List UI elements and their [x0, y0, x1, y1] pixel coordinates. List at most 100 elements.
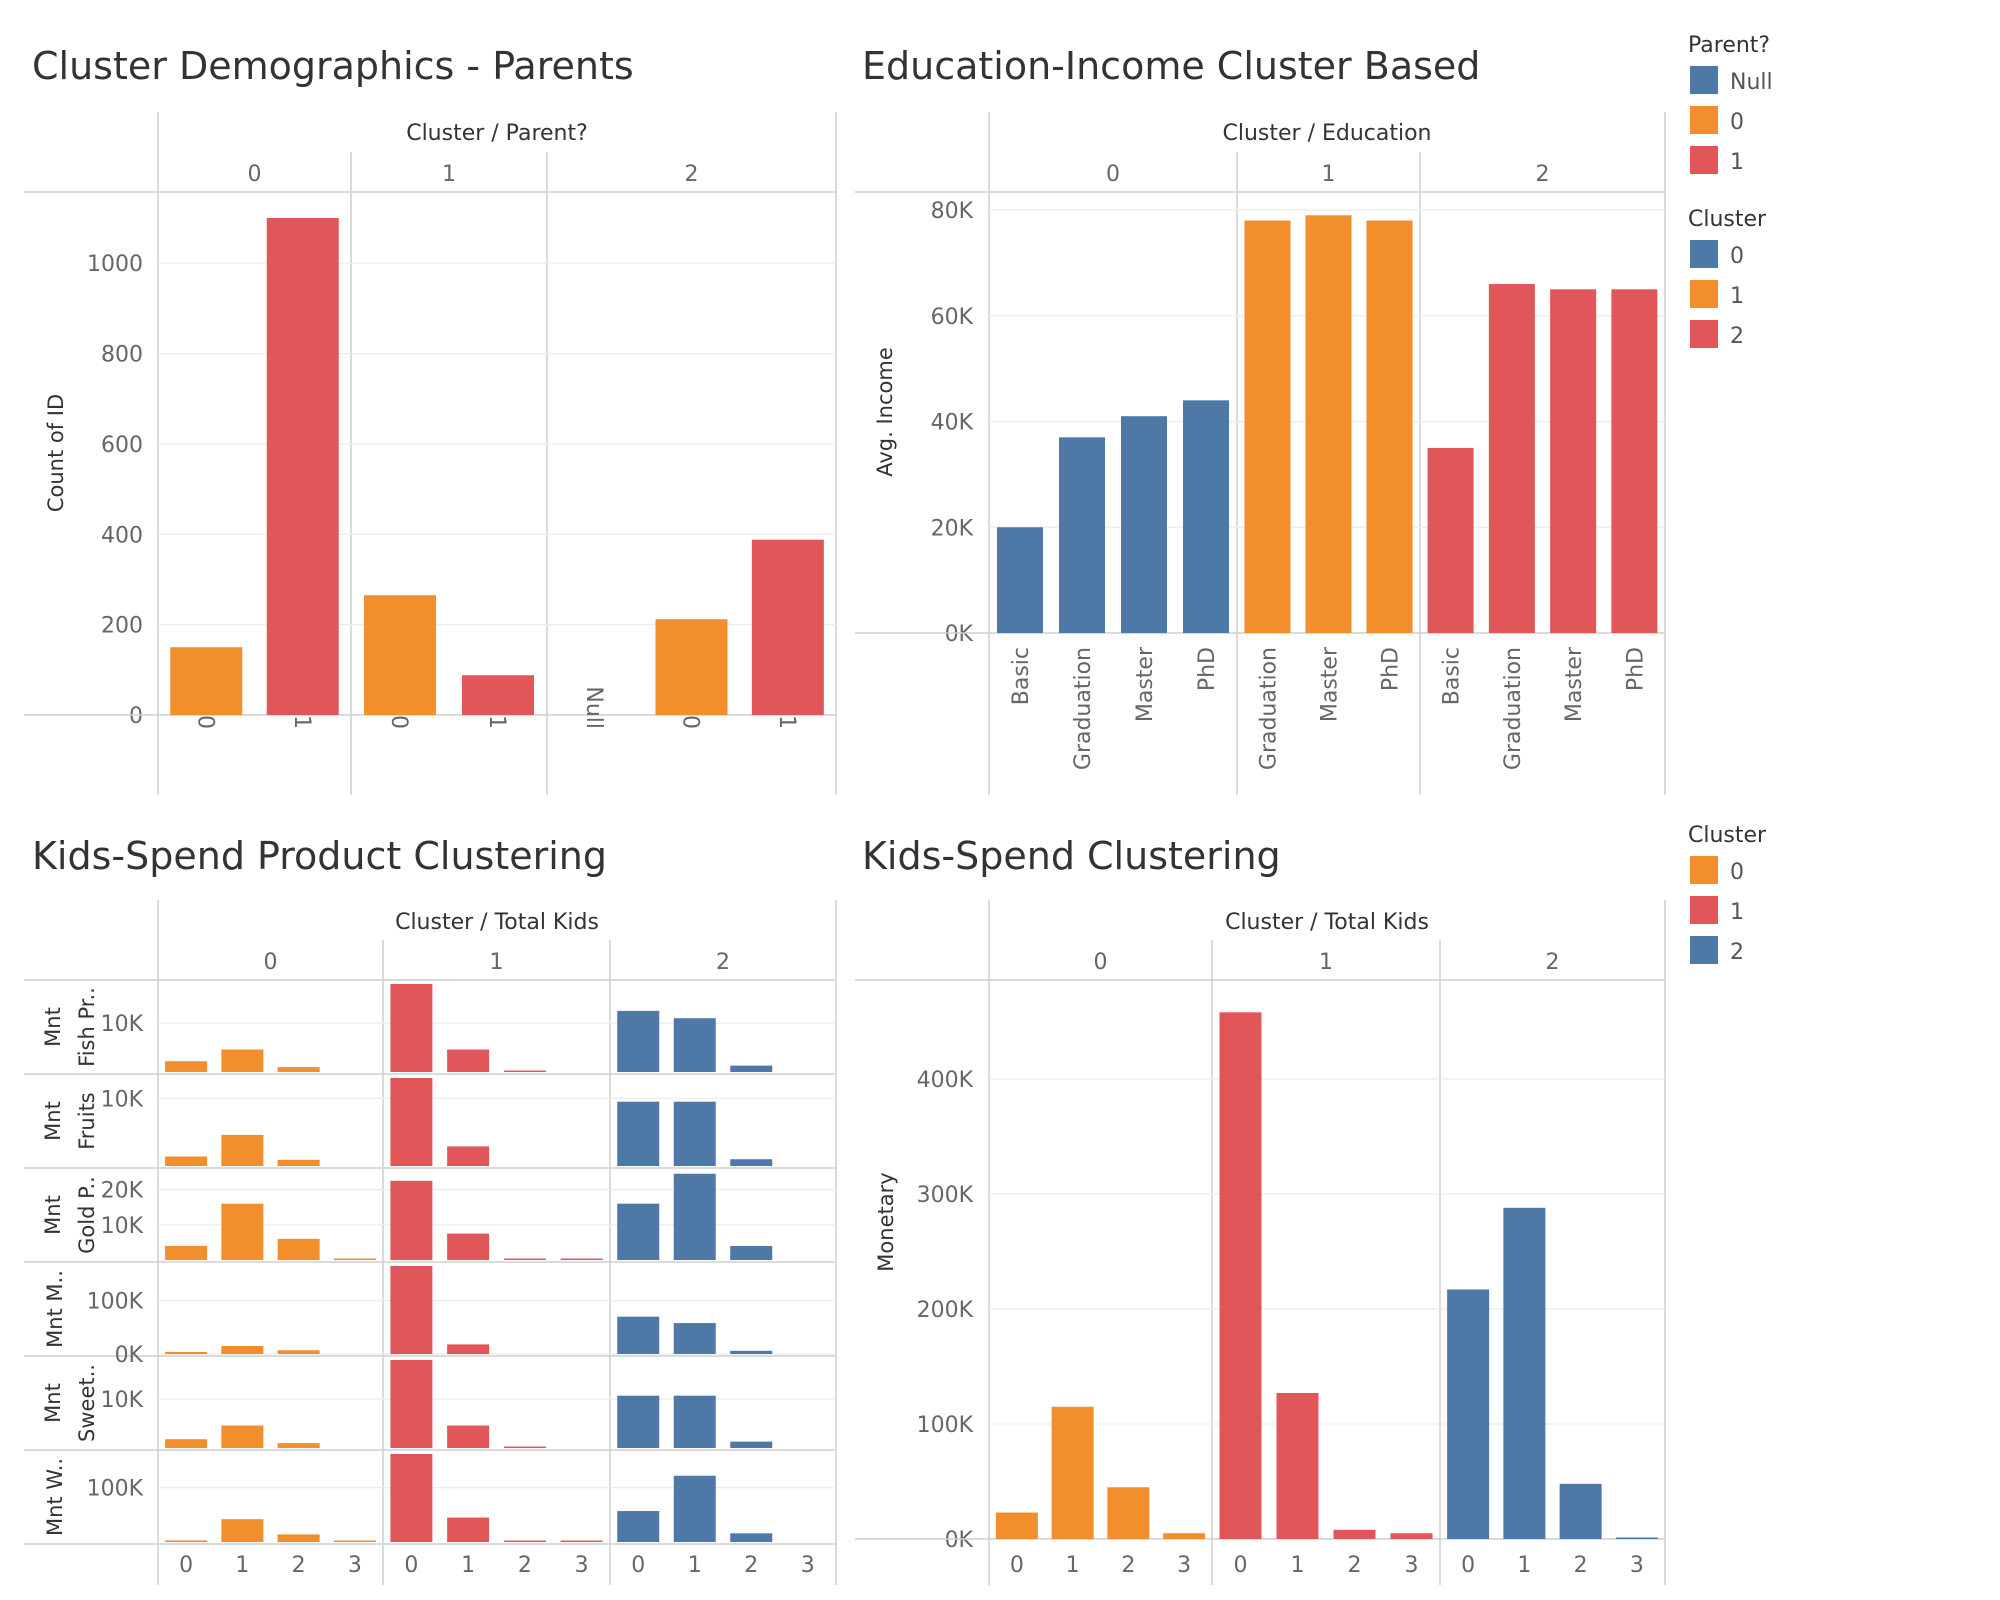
bar[interactable] [165, 1351, 208, 1354]
bar[interactable] [1059, 437, 1105, 633]
bar[interactable] [390, 1360, 433, 1448]
bar[interactable] [1366, 220, 1413, 633]
bar[interactable] [1615, 1537, 1658, 1540]
bar[interactable] [462, 675, 534, 715]
bar[interactable] [1503, 1207, 1546, 1539]
bar[interactable] [1550, 289, 1597, 633]
bar[interactable] [1244, 220, 1291, 633]
bar[interactable] [1183, 400, 1229, 633]
bar[interactable] [673, 1173, 716, 1260]
bar[interactable] [1611, 289, 1658, 633]
bar[interactable] [730, 1159, 773, 1166]
bar[interactable] [503, 1258, 546, 1261]
bar[interactable] [673, 1018, 716, 1072]
legend-swatch[interactable] [1690, 66, 1718, 94]
legend-swatch[interactable] [1690, 896, 1718, 924]
bar[interactable] [165, 1061, 208, 1072]
bar[interactable] [447, 1425, 490, 1448]
bar[interactable] [673, 1323, 716, 1354]
bar[interactable] [673, 1395, 716, 1448]
bar[interactable] [1333, 1529, 1376, 1539]
bar[interactable] [655, 619, 728, 715]
bar[interactable] [995, 1512, 1038, 1539]
x-tick-label: 3 [575, 1553, 589, 1578]
bar[interactable] [277, 1350, 320, 1354]
bar[interactable] [617, 1316, 660, 1354]
bar[interactable] [751, 539, 824, 715]
bar[interactable] [221, 1346, 264, 1354]
bar[interactable] [617, 1203, 660, 1260]
bar[interactable] [364, 595, 436, 715]
legend-swatch[interactable] [1690, 856, 1718, 884]
bar[interactable] [730, 1350, 773, 1354]
bar[interactable] [221, 1203, 264, 1260]
bar[interactable] [277, 1159, 320, 1166]
bar[interactable] [560, 1258, 603, 1261]
bar[interactable] [730, 1065, 773, 1072]
bar[interactable] [1427, 447, 1474, 633]
bar[interactable] [1107, 1487, 1150, 1539]
chart-kids-spend: Kids-Spend Clustering Cluster / Total Kid… [855, 834, 1666, 1585]
column-header: Cluster / Total Kids [395, 910, 599, 935]
bar[interactable] [673, 1475, 716, 1542]
bar[interactable] [1559, 1483, 1602, 1539]
bar[interactable] [221, 1425, 264, 1448]
bar[interactable] [730, 1533, 773, 1542]
bar[interactable] [1305, 215, 1352, 633]
legend-swatch[interactable] [1690, 936, 1718, 964]
bar[interactable] [1390, 1533, 1433, 1539]
bar[interactable] [560, 1540, 603, 1543]
bar[interactable] [447, 1233, 490, 1260]
legend-swatch[interactable] [1690, 146, 1718, 174]
bar[interactable] [617, 1395, 660, 1448]
bar[interactable] [447, 1146, 490, 1166]
bar[interactable] [447, 1344, 490, 1354]
bar[interactable] [673, 1101, 716, 1166]
bar[interactable] [617, 1511, 660, 1542]
bar[interactable] [730, 1441, 773, 1448]
bar[interactable] [503, 1446, 546, 1449]
x-tick-label: 2 [1574, 1553, 1588, 1578]
chart-cluster-demographics-parents: Cluster Demographics - Parents Cluster / … [24, 44, 837, 795]
bar[interactable] [503, 1540, 546, 1543]
bar[interactable] [503, 1070, 546, 1073]
legend-swatch[interactable] [1690, 280, 1718, 308]
bar[interactable] [1163, 1533, 1206, 1539]
bar[interactable] [617, 1010, 660, 1072]
bar[interactable] [1276, 1392, 1319, 1539]
bar[interactable] [333, 1258, 376, 1261]
bar[interactable] [390, 984, 433, 1072]
bar[interactable] [165, 1439, 208, 1448]
bar[interactable] [165, 1540, 208, 1542]
bar[interactable] [447, 1517, 490, 1542]
bar[interactable] [221, 1049, 264, 1072]
bar[interactable] [277, 1238, 320, 1260]
bar[interactable] [165, 1245, 208, 1260]
bar[interactable] [221, 1519, 264, 1542]
bar[interactable] [221, 1134, 264, 1166]
bar[interactable] [165, 1156, 208, 1166]
bar[interactable] [170, 647, 243, 715]
bar[interactable] [1447, 1289, 1490, 1539]
bar[interactable] [1488, 284, 1535, 633]
bar[interactable] [390, 1180, 433, 1260]
bar[interactable] [266, 218, 339, 715]
x-tick-label: 0 [1461, 1553, 1475, 1578]
legend-swatch[interactable] [1690, 106, 1718, 134]
bar[interactable] [277, 1443, 320, 1448]
bar[interactable] [447, 1049, 490, 1072]
bar[interactable] [997, 527, 1043, 633]
bar[interactable] [1219, 1012, 1262, 1539]
legend-swatch[interactable] [1690, 240, 1718, 268]
bar[interactable] [390, 1454, 433, 1542]
bar[interactable] [390, 1266, 433, 1354]
bar[interactable] [617, 1101, 660, 1166]
bar[interactable] [1051, 1406, 1094, 1539]
bar[interactable] [333, 1540, 376, 1543]
bar[interactable] [277, 1067, 320, 1072]
bar[interactable] [1121, 416, 1167, 633]
bar[interactable] [730, 1245, 773, 1260]
legend-swatch[interactable] [1690, 320, 1718, 348]
bar[interactable] [390, 1078, 433, 1166]
bar[interactable] [277, 1534, 320, 1542]
